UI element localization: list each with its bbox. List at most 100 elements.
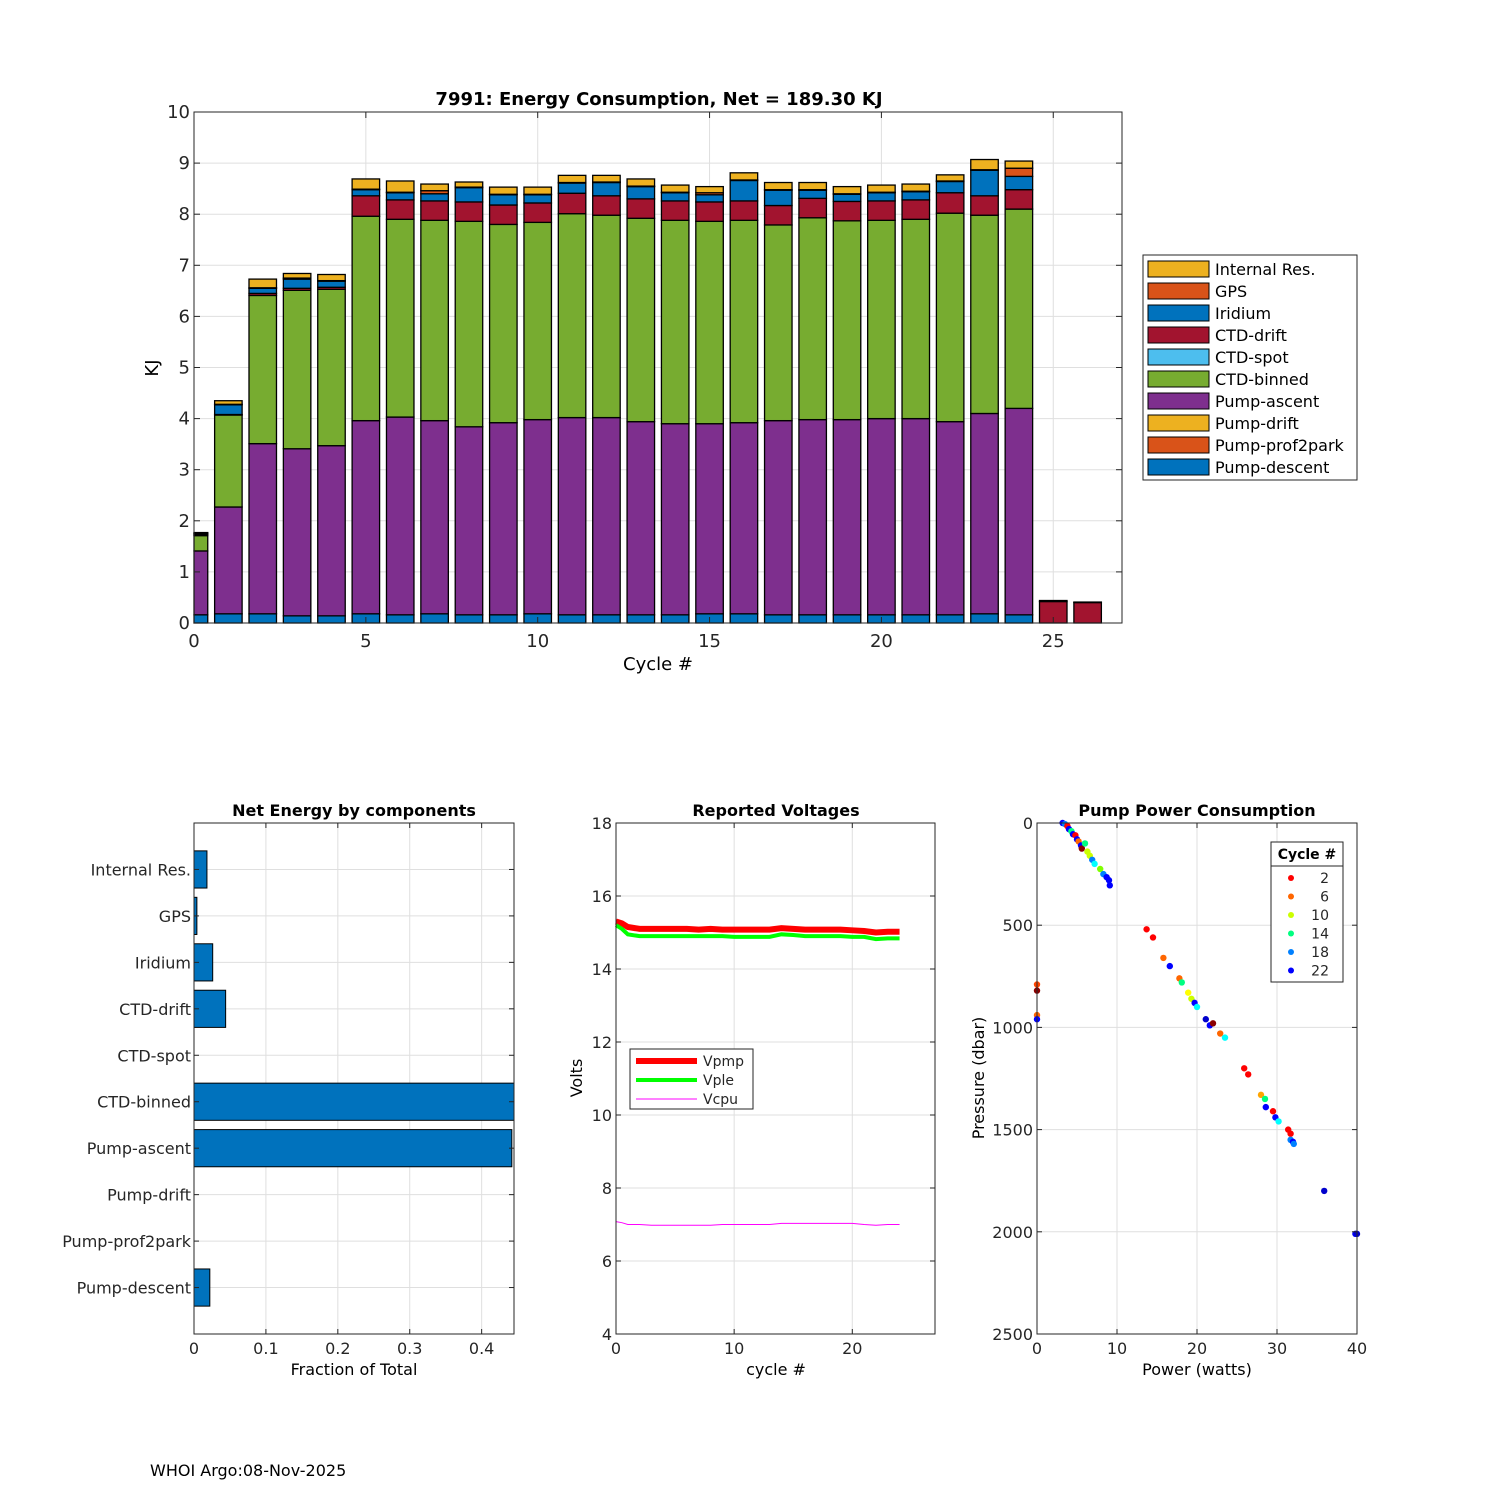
lines <box>614 918 900 1226</box>
bar-segment-internal-res- <box>248 278 278 289</box>
data-point <box>1097 865 1104 873</box>
legend-label: CTD-binned <box>1215 370 1309 389</box>
legend-swatch <box>1147 260 1210 278</box>
data-point <box>1262 1103 1270 1111</box>
bar-segment-ctd-drift <box>1073 601 1103 624</box>
y-tick-label: 4 <box>179 409 190 430</box>
bar-segment-ctd-drift <box>695 201 724 223</box>
bar-segment-internal-res- <box>193 531 209 534</box>
bar-segment-pump-ascent <box>626 421 656 616</box>
bar-segment-ctd-binned <box>626 217 656 423</box>
y-tick-label: 1500 <box>992 1121 1033 1140</box>
bar-segment-pump-ascent <box>867 417 896 616</box>
x-tick-label: 0 <box>611 1339 621 1358</box>
data-point <box>1217 1030 1224 1037</box>
bar-segment-pump-descent <box>626 614 656 624</box>
y-tick-label: GPS <box>159 907 191 926</box>
data-point <box>1269 1108 1277 1115</box>
bar-segment-iridium <box>351 189 381 197</box>
data-point <box>1078 845 1086 852</box>
bar-segment-pump-ascent <box>385 416 415 616</box>
bar-segment-pump-ascent <box>763 419 793 616</box>
bar-segment-pump-ascent <box>592 416 621 616</box>
bar-segment-ctd-binned <box>193 534 209 552</box>
bar-segment-iridium <box>488 194 518 206</box>
y-tick-label: CTD-drift <box>119 1000 191 1019</box>
y-tick-label: 500 <box>1002 916 1033 935</box>
bar-segment-ctd-drift <box>935 192 965 214</box>
y-tick-label: 2500 <box>992 1325 1033 1344</box>
legend-label: Vcpu <box>703 1092 738 1108</box>
bar-segment-ctd-drift <box>557 192 587 215</box>
legend: Cycle # 2 6 10 14 18 22 <box>1270 841 1344 983</box>
bar-segment-iridium <box>592 181 621 197</box>
bar-segment-pump-descent <box>660 614 690 624</box>
bar-segment-internal-res- <box>626 178 656 187</box>
legend-swatch <box>1147 458 1210 476</box>
bar-segment-pump-descent <box>193 614 209 624</box>
data-point <box>1091 860 1098 868</box>
bar-segment-pump-ascent <box>557 416 587 616</box>
legend: Vpmp Vple Vcpu <box>629 1048 754 1110</box>
legend-swatch <box>1147 326 1210 344</box>
bar-segment-iridium <box>867 192 896 202</box>
bar-segment-pump-descent <box>282 615 312 624</box>
bar-segment-ctd-binned <box>832 220 862 421</box>
bar-segment-pump-ascent <box>193 550 209 616</box>
bar-segment-internal-res- <box>1004 160 1034 169</box>
bar-segment-ctd-binned <box>592 214 621 419</box>
bar-segment-ctd-binned <box>317 288 346 447</box>
y-tick-label: CTD-spot <box>117 1046 191 1065</box>
data-point <box>1160 954 1167 962</box>
bar-segment-ctd-binned <box>523 221 553 421</box>
bar-segment-pump-ascent <box>798 418 828 616</box>
y-axis-label: Volts <box>567 1059 586 1098</box>
bar-segment-iridium <box>523 194 553 204</box>
y-tick-label: Iridium <box>135 953 191 972</box>
bar-segment-pump-descent <box>385 614 415 624</box>
bar-segment-pump-descent <box>592 614 621 624</box>
bar-segment-gps <box>1004 167 1034 178</box>
legend-swatch <box>1147 370 1210 388</box>
bar-segment-iridium <box>626 185 656 200</box>
legend-swatch <box>1147 414 1210 432</box>
bar-segment-ctd-drift <box>1004 189 1034 210</box>
y-tick-label: 0 <box>179 613 190 634</box>
bar-segment-ctd-drift <box>523 202 553 224</box>
bar-segment-pump-descent <box>729 613 759 624</box>
bar-segment-gps <box>1073 601 1103 604</box>
chart-title: Net Energy by components <box>232 801 476 820</box>
legend-marker <box>1288 893 1294 900</box>
bar-segment-internal-res- <box>763 181 793 191</box>
data-point <box>1185 989 1192 996</box>
bar-segment-internal-res- <box>488 186 518 195</box>
legend-swatch <box>1147 436 1210 454</box>
x-tick-label: 10 <box>724 1339 744 1358</box>
legend-label: Pump-prof2park <box>1215 436 1345 455</box>
bar-segment-pump-descent <box>557 614 587 624</box>
bar-segment-gps <box>1038 599 1068 603</box>
bar-segment-ctd-drift <box>592 195 621 216</box>
bar-segment-iridium <box>420 193 449 202</box>
bar-segment-internal-res- <box>282 272 312 279</box>
ticks: 0 0.1 0.2 0.3 0.4 Internal Res. GPS Iridium CTD-… <box>62 823 514 1358</box>
bar-segment-ctd-drift <box>454 201 484 223</box>
bar-segment-pump-ascent <box>420 419 449 615</box>
bar-segment-ctd-drift <box>385 199 415 220</box>
x-axis-label: Power (watts) <box>1142 1360 1252 1379</box>
y-tick-label: Internal Res. <box>91 860 191 879</box>
x-tick-label: 20 <box>842 1339 862 1358</box>
bar-segment-internal-res- <box>901 183 931 192</box>
bar-segment-internal-res- <box>867 184 896 193</box>
data-point <box>1105 877 1113 884</box>
bar-segment-pump-descent <box>213 613 243 624</box>
data-point <box>1257 1091 1265 1099</box>
bar-segment-pump-descent <box>763 614 793 624</box>
energy-consumption-chart: 0 5 10 15 20 25 0 1 2 3 4 5 6 7 8 9 10 7991: Energy Cons… <box>142 89 1358 675</box>
legend-label: Pump-ascent <box>1215 392 1319 411</box>
bar-segment-ctd-drift <box>970 195 999 216</box>
y-tick-label: 10 <box>592 1106 612 1125</box>
y-tick-label: 14 <box>592 960 612 979</box>
bar-segment-pump-descent <box>832 614 862 624</box>
bar-segment-pump-ascent <box>695 423 724 615</box>
